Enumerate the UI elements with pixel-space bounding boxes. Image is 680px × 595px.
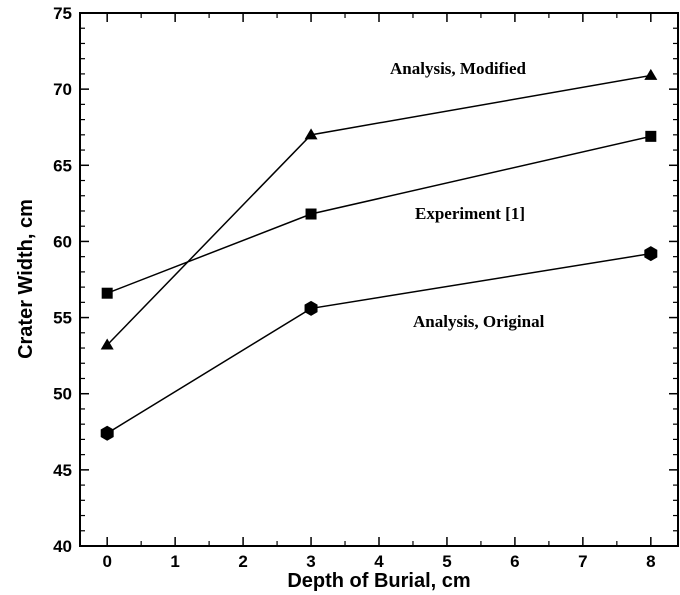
x-tick-labels: 0 1 2 3 4 5 6 7 8 [102, 552, 655, 571]
data-point [304, 300, 318, 316]
minor-ticks [80, 13, 678, 546]
series-markers [100, 68, 658, 441]
series-label-analysis-original: Analysis, Original [413, 312, 545, 331]
data-point [644, 68, 658, 80]
x-tick-label: 8 [646, 552, 655, 571]
x-axis-title: Depth of Burial, cm [287, 570, 470, 592]
y-tick-label: 55 [53, 309, 72, 328]
data-point [101, 287, 113, 299]
y-tick-label: 75 [53, 4, 72, 23]
series-lines [106, 74, 651, 434]
x-tick-label: 4 [374, 552, 384, 571]
y-tick-label: 50 [53, 385, 72, 404]
y-tick-label: 45 [53, 461, 72, 480]
y-axis-title: Crater Width, cm [15, 199, 37, 359]
x-tick-label: 2 [238, 552, 247, 571]
x-tick-label: 6 [510, 552, 519, 571]
series-line [106, 74, 651, 346]
y-tick-label: 60 [53, 232, 72, 251]
data-point [305, 208, 317, 220]
series-line [106, 135, 651, 294]
data-point [304, 128, 318, 140]
series-label-experiment: Experiment [1] [415, 204, 525, 223]
major-ticks [80, 12, 678, 547]
data-point [100, 338, 114, 350]
y-tick-labels: 40 45 50 55 60 65 70 75 [53, 4, 72, 556]
data-point [644, 246, 658, 262]
x-tick-label: 0 [102, 552, 111, 571]
x-tick-label: 7 [578, 552, 587, 571]
series-line [106, 252, 651, 434]
x-tick-label: 1 [170, 552, 179, 571]
series-label-analysis-modified: Analysis, Modified [390, 59, 527, 78]
x-tick-label: 5 [442, 552, 451, 571]
y-tick-label: 40 [53, 537, 72, 556]
y-tick-label: 65 [53, 156, 72, 175]
data-point [100, 425, 114, 441]
data-point [645, 130, 657, 142]
x-tick-label: 3 [306, 552, 315, 571]
y-tick-label: 70 [53, 80, 72, 99]
